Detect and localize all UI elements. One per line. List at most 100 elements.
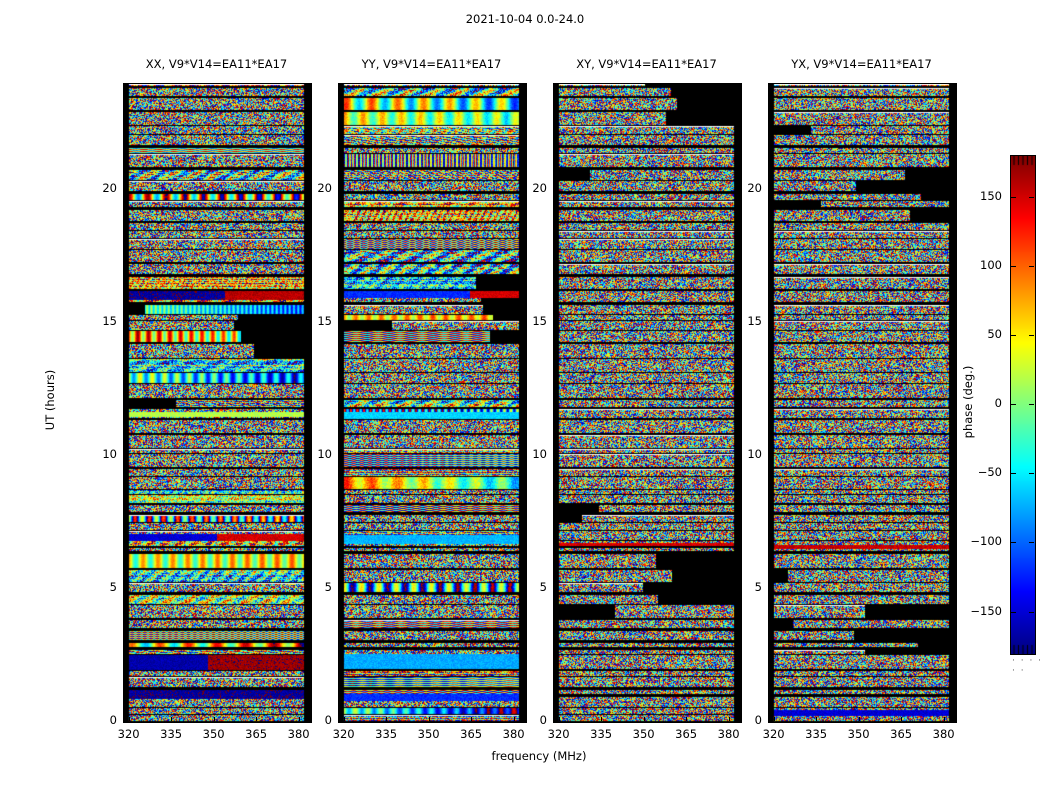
y-tick-label: 0 (754, 713, 762, 727)
colorbar-tick-mark (1029, 542, 1034, 543)
y-tick-label: 5 (754, 580, 762, 595)
x-tick-mark (429, 717, 430, 721)
x-tick-label: 350 (632, 727, 655, 741)
colorbar-tick-mark (1029, 473, 1034, 474)
y-tick-mark (554, 455, 558, 456)
y-tick-mark (339, 721, 343, 722)
y-tick-mark (339, 189, 343, 190)
x-tick-mark (644, 717, 645, 721)
panel-title-xy: XY, V9*V14=EA11*EA17 (576, 57, 717, 71)
x-tick-mark (344, 717, 345, 721)
colorbar-tick-label: 50 (987, 326, 1002, 341)
colorbar-tick-mark (1029, 197, 1034, 198)
x-tick-mark (559, 717, 560, 721)
colorbar-tick-mark (1011, 473, 1016, 474)
x-tick-label: 335 (805, 727, 828, 741)
x-tick-label: 380 (502, 727, 525, 741)
y-tick-mark (769, 721, 773, 722)
y-tick-label: 20 (747, 181, 762, 196)
heatmap-panel-yy[interactable] (338, 83, 527, 723)
colorbar-tick-mark (1011, 404, 1016, 405)
colorbar-underflow-marker: · · · · · · (1012, 656, 1043, 676)
x-tick-mark (774, 717, 775, 721)
x-tick-label: 380 (932, 727, 955, 741)
y-tick-label: 5 (324, 580, 332, 595)
x-tick-label: 380 (287, 727, 310, 741)
y-tick-mark (124, 455, 128, 456)
colorbar-tick-label: 0 (994, 396, 1002, 410)
y-tick-label: 10 (317, 447, 332, 462)
x-tick-label: 380 (717, 727, 740, 741)
y-tick-label: 20 (317, 181, 332, 196)
y-tick-mark (769, 588, 773, 589)
panel-title-yx: YX, V9*V14=EA11*EA17 (791, 57, 932, 71)
x-tick-label: 365 (460, 727, 483, 741)
colorbar-tick-mark (1029, 612, 1034, 613)
panel-title-yy: YY, V9*V14=EA11*EA17 (361, 57, 502, 71)
colorbar[interactable] (1010, 155, 1036, 655)
x-tick-mark (471, 717, 472, 721)
colorbar-tick-mark (1011, 335, 1016, 336)
x-tick-label: 320 (117, 727, 140, 741)
colorbar-tick-mark (1011, 197, 1016, 198)
x-tick-mark (944, 717, 945, 721)
y-tick-label: 0 (539, 713, 547, 727)
y-tick-label: 15 (317, 314, 332, 329)
colorbar-tick-label: −50 (977, 465, 1002, 480)
colorbar-tick-mark (1029, 335, 1034, 336)
x-tick-mark (129, 717, 130, 721)
y-tick-mark (124, 721, 128, 722)
heatmap-panel-xy[interactable] (553, 83, 742, 723)
x-tick-label: 365 (890, 727, 913, 741)
y-tick-label: 15 (747, 314, 762, 329)
colorbar-tick-mark (1011, 542, 1016, 543)
x-tick-label: 350 (202, 727, 225, 741)
y-tick-mark (124, 588, 128, 589)
x-tick-label: 365 (245, 727, 268, 741)
y-tick-label: 20 (102, 181, 117, 196)
y-tick-mark (339, 588, 343, 589)
colorbar-tick-mark (1011, 612, 1016, 613)
heatmap-image-xx (124, 84, 311, 722)
x-tick-mark (729, 717, 730, 721)
x-tick-mark (601, 717, 602, 721)
heatmap-image-xy (554, 84, 741, 722)
colorbar-tick-mark (1029, 266, 1034, 267)
y-tick-mark (554, 721, 558, 722)
y-tick-mark (769, 189, 773, 190)
x-tick-mark (299, 717, 300, 721)
y-tick-label: 0 (109, 713, 117, 727)
x-tick-mark (859, 717, 860, 721)
x-tick-label: 335 (375, 727, 398, 741)
y-tick-mark (124, 322, 128, 323)
x-tick-label: 335 (590, 727, 613, 741)
colorbar-label: phase (deg.) (961, 365, 975, 439)
y-tick-label: 10 (102, 447, 117, 462)
y-tick-label: 15 (102, 314, 117, 329)
x-tick-mark (256, 717, 257, 721)
x-tick-mark (816, 717, 817, 721)
heatmap-image-yy (339, 84, 526, 722)
y-tick-label: 5 (539, 580, 547, 595)
x-tick-label: 320 (547, 727, 570, 741)
heatmap-panel-yx[interactable] (768, 83, 957, 723)
x-tick-mark (686, 717, 687, 721)
x-tick-mark (514, 717, 515, 721)
colorbar-tick-label: 100 (980, 257, 1002, 272)
y-tick-label: 10 (532, 447, 547, 462)
x-tick-label: 365 (675, 727, 698, 741)
heatmap-panel-xx[interactable] (123, 83, 312, 723)
x-tick-label: 320 (762, 727, 785, 741)
y-tick-label: 20 (532, 181, 547, 196)
figure-suptitle: 2021-10-04 0.0-24.0 (465, 12, 585, 26)
y-tick-label: 0 (324, 713, 332, 727)
colorbar-tick-mark (1029, 404, 1034, 405)
colorbar-tick-label: −150 (970, 603, 1002, 618)
y-axis-label: UT (hours) (43, 369, 57, 431)
x-tick-label: 335 (160, 727, 183, 741)
colorbar-tick-mark (1011, 266, 1016, 267)
y-tick-mark (339, 322, 343, 323)
x-tick-label: 320 (332, 727, 355, 741)
x-tick-mark (214, 717, 215, 721)
